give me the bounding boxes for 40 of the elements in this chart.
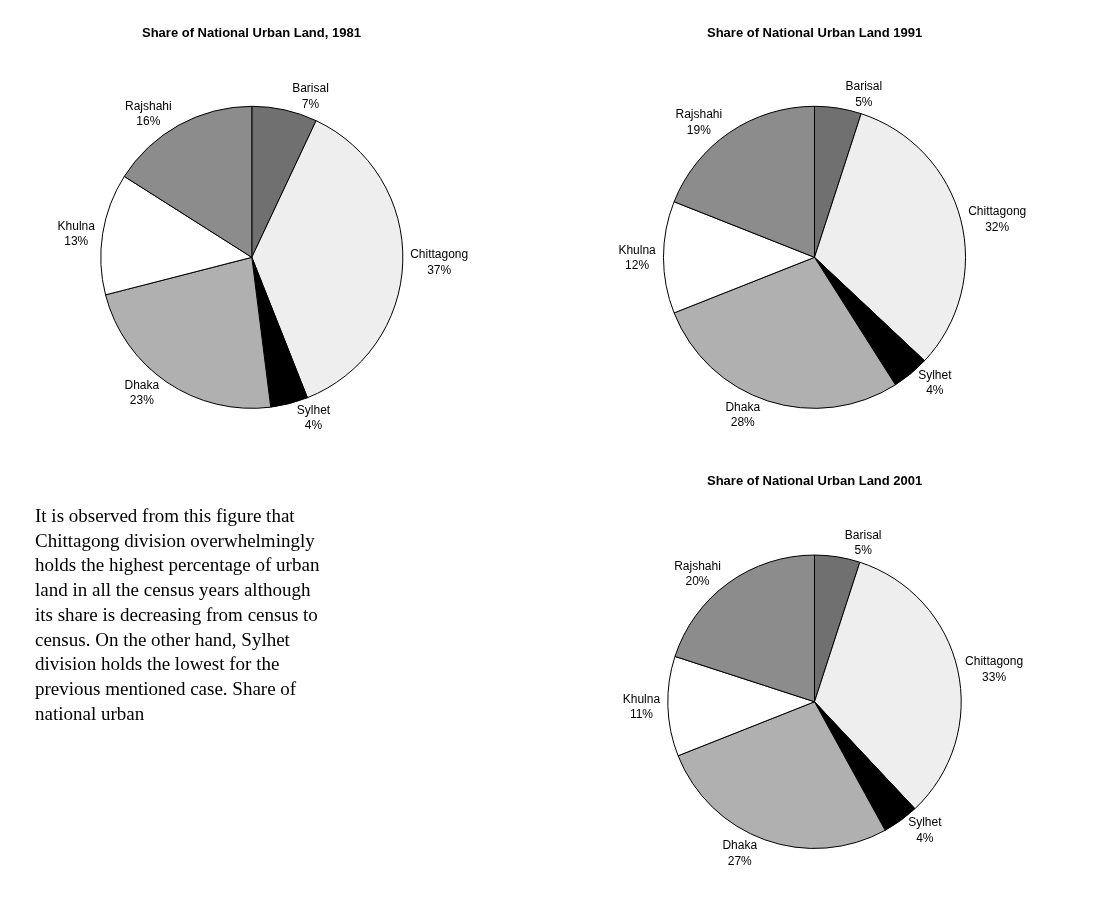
slice-label: Chittagong bbox=[965, 654, 1024, 669]
slice-label: Barisal bbox=[845, 78, 883, 93]
data-label: 5% bbox=[855, 94, 873, 109]
slice-label: Khulna bbox=[618, 242, 657, 257]
data-label: 19% bbox=[686, 123, 712, 138]
slice-label: Khulna bbox=[57, 218, 96, 233]
slice-label: Rajshahi bbox=[675, 107, 723, 122]
data-label: 32% bbox=[985, 219, 1010, 234]
data-label: 5% bbox=[854, 543, 873, 558]
slice-label: Chittagong bbox=[410, 247, 469, 262]
data-label: 12% bbox=[625, 258, 650, 273]
slice-label: Chittagong bbox=[968, 204, 1027, 219]
data-label: 20% bbox=[685, 574, 710, 589]
data-label: 23% bbox=[129, 393, 155, 408]
data-label: 16% bbox=[136, 114, 161, 129]
slice-label: Dhaka bbox=[725, 399, 761, 414]
data-label: 37% bbox=[427, 262, 452, 277]
data-label: 13% bbox=[64, 234, 89, 249]
data-label: 27% bbox=[727, 853, 753, 868]
slice-label: Barisal bbox=[292, 81, 329, 96]
slice-label: Dhaka bbox=[124, 377, 160, 392]
data-label: 11% bbox=[629, 707, 654, 722]
slice-label: Khulna bbox=[622, 691, 661, 706]
data-label: 4% bbox=[304, 418, 323, 433]
slice-label: Rajshahi bbox=[674, 558, 721, 573]
data-label: 4% bbox=[926, 383, 944, 398]
slice-label: Barisal bbox=[844, 527, 882, 542]
slice-label: Rajshahi bbox=[124, 98, 172, 113]
data-label: 33% bbox=[982, 669, 1007, 684]
text: It is observed from this figure that Chittagong division overwhelmingly holds the highest percentage of urban land in all the census years although its share is decreasing from census to census. On the other hand, Sylhet division holds the lowest for the previous mentioned case. Share of national urban bbox=[35, 505, 320, 724]
data-label: 4% bbox=[916, 830, 934, 845]
chart-title: Share of National Urban Land 2001 bbox=[707, 473, 923, 488]
slice-label: Sylhet bbox=[296, 402, 331, 417]
data-label: 28% bbox=[730, 415, 756, 430]
data-label: 7% bbox=[301, 96, 320, 111]
slice-label: Sylhet bbox=[918, 367, 953, 382]
slice-label: Dhaka bbox=[722, 838, 758, 853]
slice-label: Sylhet bbox=[908, 815, 943, 830]
chart-title: Share of National Urban Land, 1981 bbox=[142, 25, 361, 40]
chart-title: Share of National Urban Land 1991 bbox=[707, 25, 923, 40]
